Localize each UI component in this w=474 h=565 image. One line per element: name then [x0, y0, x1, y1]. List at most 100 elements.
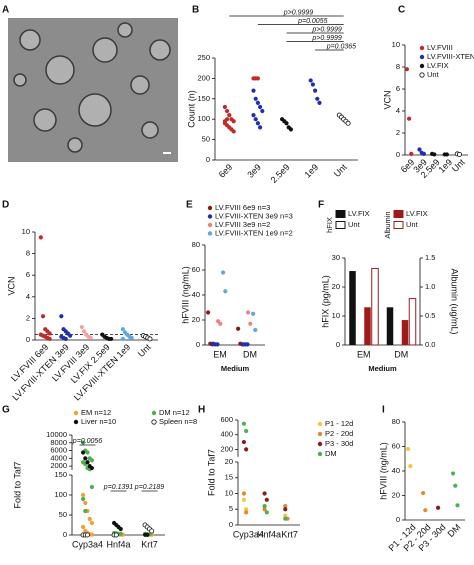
organoids: [13, 22, 171, 153]
bar: [386, 307, 394, 345]
data-point: [68, 333, 73, 338]
y-tick-label: 40: [392, 466, 400, 475]
legend-marker: [73, 419, 79, 425]
y-tick-label: 50: [202, 135, 210, 144]
bar: [371, 267, 379, 346]
x-tick-label: 6e9: [217, 162, 235, 180]
organoid: [92, 37, 118, 63]
y-tick-label: 100: [197, 114, 210, 123]
data-point: [63, 336, 68, 342]
data-point: [225, 108, 230, 114]
y2-axis-label: Albumin (ug/mL): [450, 268, 460, 334]
organoid: [13, 73, 27, 87]
panel-letter: C: [398, 5, 405, 16]
y-tick-label: 0: [63, 530, 67, 539]
y-tick-label: 400: [220, 430, 233, 439]
y-tick-label: 0: [336, 340, 340, 349]
p-value: p=0.2189: [134, 484, 164, 491]
y2-tick-label: 1.5: [425, 253, 435, 262]
y2-tick-label: 1.0: [425, 282, 435, 291]
legend-label: Unt: [348, 220, 361, 229]
data-point: [244, 510, 249, 515]
data-point: [246, 310, 251, 315]
data-point: [310, 82, 315, 87]
data-point: [88, 335, 93, 340]
y-tick-label: 10000: [46, 430, 67, 439]
data-point: [241, 421, 247, 426]
y-tick-label: 40: [192, 290, 200, 299]
data-point: [206, 310, 211, 315]
legend-marker: [419, 63, 425, 69]
y-tick-label: 2: [26, 313, 30, 322]
legend-marker: [151, 419, 157, 425]
data-point: [47, 336, 52, 342]
x-tick-label: Unt: [450, 157, 467, 174]
data-point: [47, 331, 52, 336]
legend-marker: [317, 451, 323, 457]
data-point: [225, 117, 230, 122]
y-tick-label: 0: [229, 520, 233, 529]
organoid: [141, 121, 159, 139]
data-point: [421, 490, 426, 496]
y-tick-label: 20: [225, 457, 233, 466]
y-axis-label: Count (n): [186, 90, 196, 128]
panel-letter: A: [2, 5, 9, 16]
data-point: [241, 497, 247, 502]
organoid: [19, 29, 41, 51]
data-point: [89, 532, 94, 537]
data-point: [264, 510, 269, 515]
data-point: [248, 321, 253, 326]
panel-letter: I: [382, 405, 385, 416]
y-tick-label: 6: [26, 270, 30, 279]
data-point: [221, 270, 226, 275]
y-tick-label: 15: [225, 473, 233, 482]
x-tick-label: EM: [213, 349, 227, 359]
y-axis-label: Fold to Taf7: [206, 449, 216, 496]
legend-marker: [317, 441, 323, 447]
data-point: [149, 528, 155, 534]
data-point: [255, 100, 260, 105]
data-point: [87, 516, 92, 522]
data-point: [218, 321, 223, 326]
data-point: [264, 497, 269, 502]
legend-marker: [317, 431, 323, 437]
legend-marker: [207, 231, 213, 236]
p-value: p=0.0055: [297, 18, 327, 25]
data-point: [404, 67, 409, 72]
panel-letter: F: [318, 200, 324, 211]
y-tick-label: 0: [196, 340, 200, 349]
y2-tick-label: 0.5: [425, 311, 435, 320]
data-point: [245, 342, 250, 347]
legend-label: Unt: [406, 220, 419, 229]
data-point: [236, 326, 241, 331]
data-point: [85, 460, 90, 465]
bar: [364, 307, 371, 345]
data-point: [244, 507, 249, 512]
scale-bar: [163, 152, 171, 154]
legend-swatch: [335, 210, 346, 218]
legend-label: LV.FVIII 6e9 n=3: [215, 203, 270, 212]
panel-letter: B: [192, 5, 199, 16]
organoid: [117, 22, 133, 38]
micrograph: [8, 18, 178, 162]
organoid: [67, 137, 83, 153]
p-value: p>0.9999: [283, 9, 313, 16]
legend-label: LV.FIX: [348, 209, 370, 218]
data-point: [85, 532, 91, 538]
x-tick-label: EM: [357, 349, 371, 359]
legend-label: LV.FVIII-XTEN 3e9 n=3: [215, 211, 293, 220]
y-tick-label: 30: [332, 253, 340, 262]
data-point: [258, 125, 263, 130]
legend-label: LV.FIX: [406, 209, 428, 218]
y-tick-label: 10: [392, 40, 400, 49]
data-point: [85, 450, 90, 455]
data-point: [255, 121, 260, 126]
data-point: [262, 504, 267, 509]
data-point: [262, 491, 267, 496]
x-tick-label: DM: [243, 349, 257, 359]
data-point: [89, 465, 94, 471]
data-point: [455, 503, 460, 508]
legend-label: LV.FVIII: [427, 43, 453, 52]
x-tick-label: Unt: [332, 162, 349, 179]
data-point: [308, 78, 313, 83]
